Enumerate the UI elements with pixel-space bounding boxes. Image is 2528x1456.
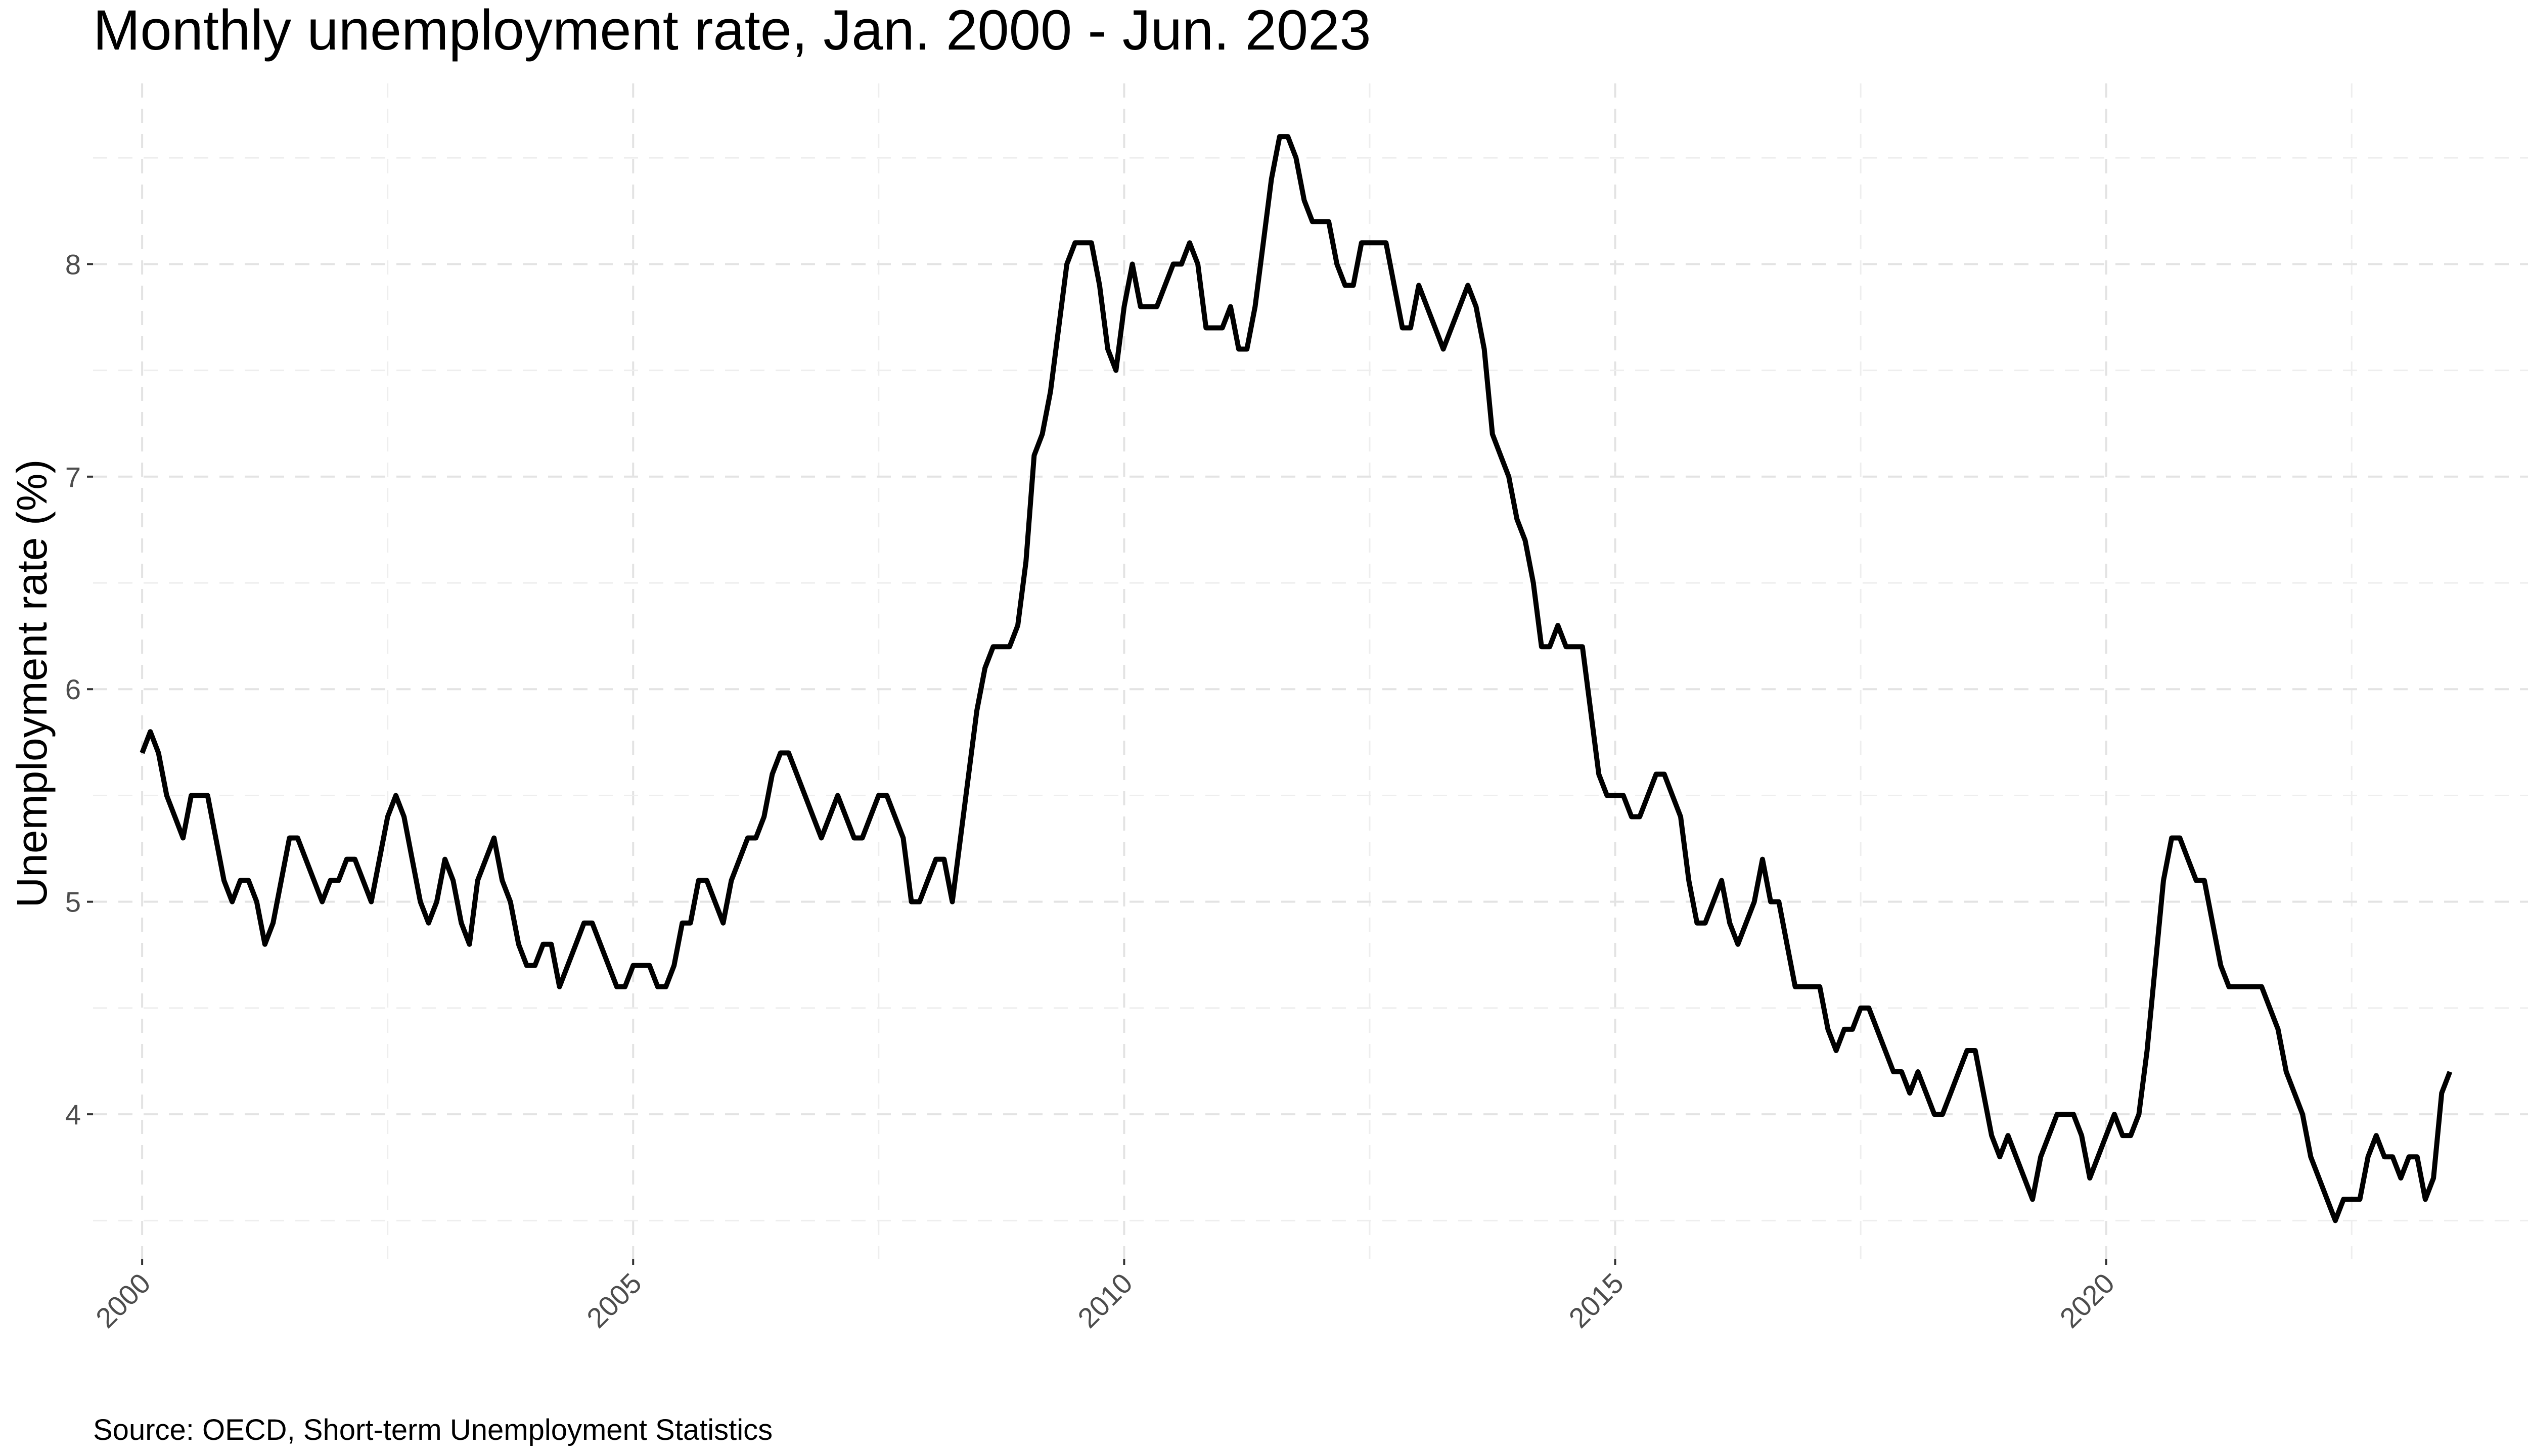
y-tick-label: 5	[65, 886, 81, 918]
series-line	[140, 134, 2453, 1223]
source-caption: Source: OECD, Short-term Unemployment St…	[93, 1414, 773, 1446]
y-tick-label: 7	[65, 461, 81, 493]
y-axis-title: Unemployment rate (%)	[8, 460, 56, 908]
gridlines	[93, 83, 2528, 1259]
chart-title: Monthly unemployment rate, Jan. 2000 - J…	[93, 0, 1371, 62]
y-tick-label: 4	[65, 1099, 81, 1130]
series-layer	[140, 134, 2453, 1223]
y-tick-label: 6	[65, 673, 81, 705]
y-tick-label: 8	[65, 248, 81, 280]
